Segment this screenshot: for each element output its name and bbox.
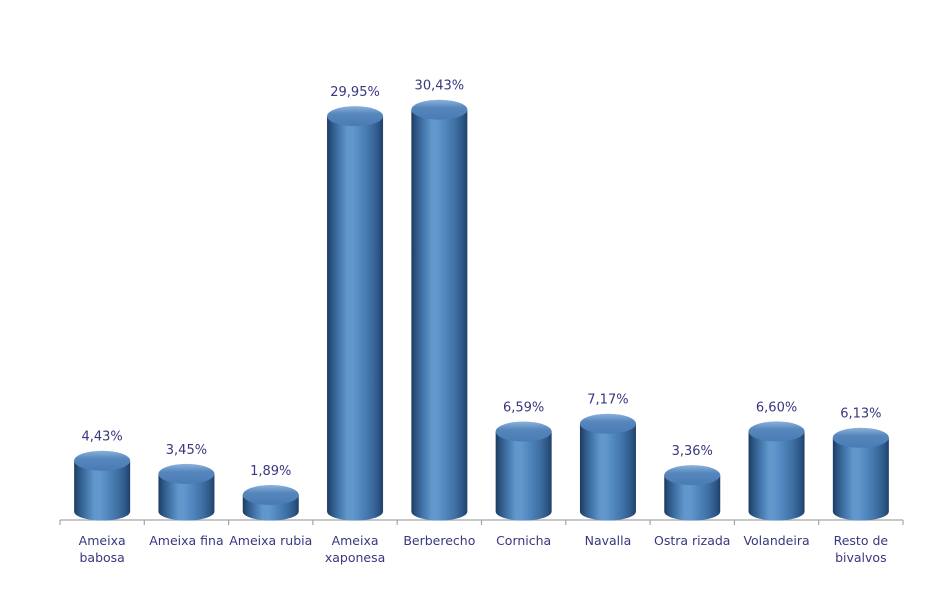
bar-value-label: 4,43% [81, 430, 122, 445]
bar-value-label: 6,59% [503, 401, 544, 416]
bar-value-label: 30,43% [415, 79, 465, 94]
category-axis-label: Volandeira [743, 533, 809, 548]
cylinder-top-face [158, 463, 215, 484]
cylinder-body [664, 475, 721, 521]
bar-value-label: 3,45% [166, 443, 207, 458]
cylinder-top-face [327, 106, 384, 127]
bar-value-label: 7,17% [587, 393, 628, 408]
cylinder-body [327, 116, 384, 521]
cylinder-top-face [495, 421, 552, 442]
category-axis-label: Ostra rizada [654, 533, 730, 548]
cylinder-bar: 4,43% Ameixa babosa [74, 430, 131, 565]
category-axis-label: Ameixa [79, 533, 126, 548]
category-axis-label: bivalvos [835, 550, 887, 565]
category-axis-label: Ameixa rubia [229, 533, 312, 548]
cylinder-bar: 6,60% Volandeira [743, 400, 809, 548]
cylinder-body [74, 460, 131, 521]
category-axis-label: Navalla [585, 533, 632, 548]
cylinder-body [158, 473, 215, 521]
category-axis-label: Berberecho [403, 533, 475, 548]
cylinder-bar: 6,59% Cornicha [495, 401, 552, 548]
cylinder-top-face [832, 427, 889, 448]
cylinder-top-face [74, 450, 131, 471]
cylinder-bar: 3,45% Ameixa fina [149, 443, 223, 548]
cylinder-bar: 29,95% Ameixa xaponesa [325, 85, 385, 565]
category-axis-label: xaponesa [325, 550, 385, 565]
cylinder-body [411, 109, 468, 521]
cylinder-bar: 3,36% Ostra rizada [654, 444, 730, 548]
cylinder-top-face [579, 413, 636, 434]
category-axis-label: babosa [79, 550, 124, 565]
category-axis-label: Cornicha [496, 533, 551, 548]
cylinder-top-face [411, 99, 468, 120]
bar-value-label: 6,60% [756, 400, 797, 415]
cylinder-bar: 7,17% Navalla [579, 393, 636, 548]
bar-value-label: 6,13% [840, 407, 881, 422]
bar-value-label: 3,36% [672, 444, 713, 459]
category-axis-label: Resto de [834, 533, 889, 548]
bar-value-label: 1,89% [250, 464, 291, 479]
cylinder-top-face [748, 421, 805, 442]
cylinder-top-face [242, 484, 299, 505]
cylinder-body [495, 431, 552, 521]
cylinder-body [748, 431, 805, 521]
cylinder-top-face [664, 465, 721, 486]
bar-value-label: 29,95% [330, 85, 380, 100]
cylinder-bar: 1,89% Ameixa rubia [229, 464, 312, 548]
cylinder-bar: 30,43% Berberecho [403, 79, 475, 548]
cylinder-bar: 6,13% Resto de bivalvos [832, 407, 889, 565]
cylinder-body [832, 437, 889, 521]
cylinder-body [579, 423, 636, 521]
category-axis-label: Ameixa fina [149, 533, 223, 548]
category-axis-label: Ameixa [332, 533, 379, 548]
